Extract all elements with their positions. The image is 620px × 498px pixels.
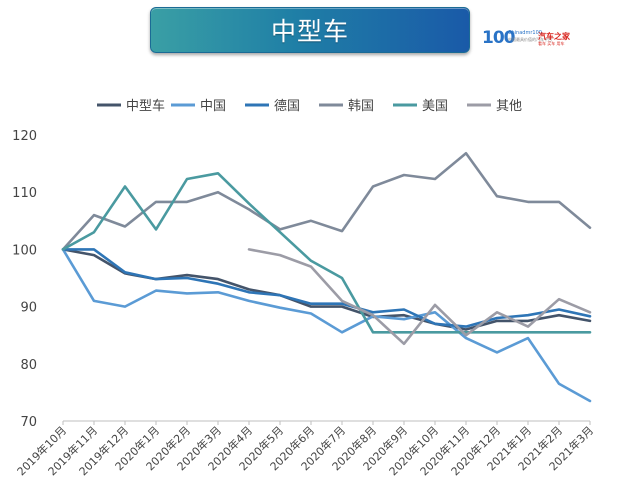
legend-label: 韩国 — [348, 99, 374, 114]
chart-legend: 中型车 中国 德国 韩国 美国 其他 — [97, 98, 522, 114]
y-tick-label: 120 — [12, 129, 37, 144]
y-tick-label: 80 — [20, 358, 37, 373]
legend-label: 德国 — [274, 99, 300, 114]
y-tick-label: 70 — [20, 415, 37, 430]
legend-label: 美国 — [422, 99, 448, 114]
logo-sub: 中国最具价值的汽车平台 — [508, 37, 552, 42]
y-tick-label: 90 — [20, 301, 37, 316]
y-tick-label: 110 — [12, 186, 37, 201]
series-line-中国 — [61, 248, 592, 403]
legend-label: 中型车 — [126, 98, 165, 114]
legend-label: 中国 — [200, 99, 226, 114]
x-axis: 2019年10月2019年11月2019年12月2020年1月2020年2月20… — [14, 420, 596, 478]
chart-series — [61, 152, 592, 403]
logo-brand: 汽车之家 — [538, 32, 570, 41]
series-line-美国 — [61, 172, 592, 334]
logo-english: Chinadmr100 — [508, 30, 542, 36]
y-tick-label: 100 — [12, 243, 37, 258]
series-line-韩国 — [61, 152, 592, 251]
logo-brand-sub: 看车 买车 用车 — [538, 41, 565, 46]
logo-mark: 100 — [482, 28, 515, 48]
y-axis: 70 80 90 100 110 120 — [12, 129, 37, 430]
brand-logo: 100 Chinadmr100 中国最具价值的汽车平台 汽车之家 看车 买车 用… — [482, 28, 602, 54]
page-title: 中型车 — [270, 17, 349, 46]
legend-label: 其他 — [496, 99, 522, 114]
title-banner: 中型车 — [150, 7, 470, 53]
series-line-德国 — [61, 248, 592, 328]
series-line-其他 — [247, 248, 592, 346]
